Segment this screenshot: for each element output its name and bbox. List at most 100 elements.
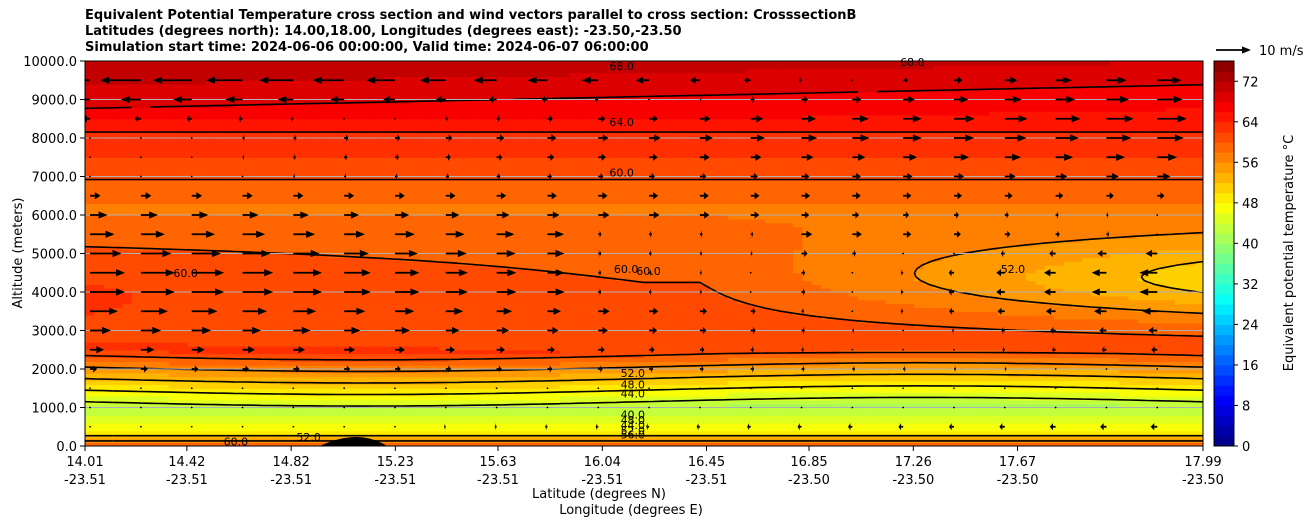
field-cell: [793, 318, 803, 324]
field-cell: [159, 307, 170, 312]
field-cell: [560, 288, 571, 293]
field-cell: [299, 349, 310, 355]
field-cell: [876, 315, 887, 320]
field-cell: [429, 442, 440, 446]
field-cell: [644, 292, 654, 297]
field-cell: [653, 315, 664, 320]
field-cell: [699, 338, 710, 343]
field-cell: [746, 334, 757, 339]
field-cell: [606, 338, 617, 343]
field-cell: [709, 422, 720, 428]
field-cell: [886, 434, 897, 439]
field-cell: [215, 430, 226, 436]
field-cell: [168, 419, 179, 424]
field-cell: [634, 442, 645, 446]
field-cell: [681, 303, 692, 308]
field-cell: [616, 311, 626, 316]
field-cell: [280, 434, 291, 439]
field-cell: [960, 415, 971, 420]
field-cell: [466, 422, 477, 428]
field-cell: [541, 357, 552, 362]
field-cell: [429, 361, 440, 366]
field-cell: [476, 426, 487, 432]
field-cell: [578, 307, 589, 312]
field-cell: [867, 388, 878, 393]
field-cell: [737, 338, 748, 343]
field-cell: [373, 407, 384, 412]
field-cell: [513, 426, 524, 432]
field-cell: [811, 392, 822, 397]
field-cell: [103, 369, 114, 374]
field-cell: [466, 326, 477, 332]
field-cell: [513, 330, 524, 335]
field-cell: [355, 318, 366, 324]
field-cell: [1007, 411, 1018, 416]
field-cell: [1128, 395, 1139, 401]
field-cell: [532, 295, 543, 301]
field-cell: [858, 299, 869, 305]
field-cell: [1053, 334, 1064, 339]
field-cell: [858, 365, 869, 370]
field-cell: [718, 322, 729, 328]
field-cell: [727, 361, 738, 366]
field-cell: [262, 334, 272, 339]
field-cell: [858, 376, 869, 382]
field-cell: [206, 338, 217, 343]
field-cell: [1184, 349, 1195, 355]
field-cell: [1109, 384, 1120, 389]
field-cell: [178, 292, 189, 297]
field-cell: [131, 403, 142, 409]
field-cell: [765, 295, 776, 301]
field-cell: [159, 288, 170, 293]
field-cell: [821, 369, 831, 374]
field-cell: [671, 303, 682, 308]
field-cell: [355, 338, 366, 343]
field-cell: [345, 399, 356, 405]
field-cell: [662, 407, 673, 412]
field-cell: [476, 307, 487, 312]
field-cell: [634, 392, 645, 397]
field-cell: [1156, 322, 1167, 328]
field-cell: [485, 349, 496, 355]
field-cell: [634, 384, 645, 389]
field-cell: [1165, 419, 1176, 424]
field-cell: [932, 338, 943, 343]
field-cell: [94, 303, 105, 308]
field-cell: [494, 353, 505, 359]
field-cell: [774, 419, 785, 424]
field-cell: [429, 303, 440, 308]
field-cell: [802, 288, 813, 293]
field-cell: [951, 399, 962, 405]
field-cell: [709, 322, 720, 328]
field-cell: [979, 419, 990, 424]
field-cell: [709, 388, 720, 393]
field-cell: [886, 318, 897, 324]
field-cell: [94, 315, 105, 320]
field-cell: [1147, 403, 1158, 409]
field-cell: [429, 288, 440, 293]
field-cell: [485, 307, 496, 312]
field-cell: [811, 338, 822, 343]
field-cell: [1109, 392, 1120, 397]
field-cell: [1156, 422, 1167, 428]
field-cell: [243, 434, 254, 439]
field-cell: [252, 334, 263, 339]
field-cell: [178, 338, 189, 343]
field-cell: [345, 342, 356, 347]
field-cell: [1119, 311, 1130, 316]
field-cell: [466, 345, 477, 351]
field-cell: [252, 288, 263, 293]
field-cell: [522, 345, 533, 351]
field-cell: [1016, 407, 1027, 412]
field-cell: [746, 426, 757, 432]
field-cell: [914, 318, 925, 324]
field-cell: [709, 357, 720, 362]
field-cell: [1119, 419, 1130, 424]
field-cell: [327, 284, 338, 289]
field-cell: [774, 415, 785, 420]
field-cell: [439, 376, 449, 382]
field-cell: [1025, 380, 1036, 385]
field-cell: [634, 342, 645, 347]
field-cell: [178, 422, 189, 428]
field-cell: [755, 388, 766, 393]
